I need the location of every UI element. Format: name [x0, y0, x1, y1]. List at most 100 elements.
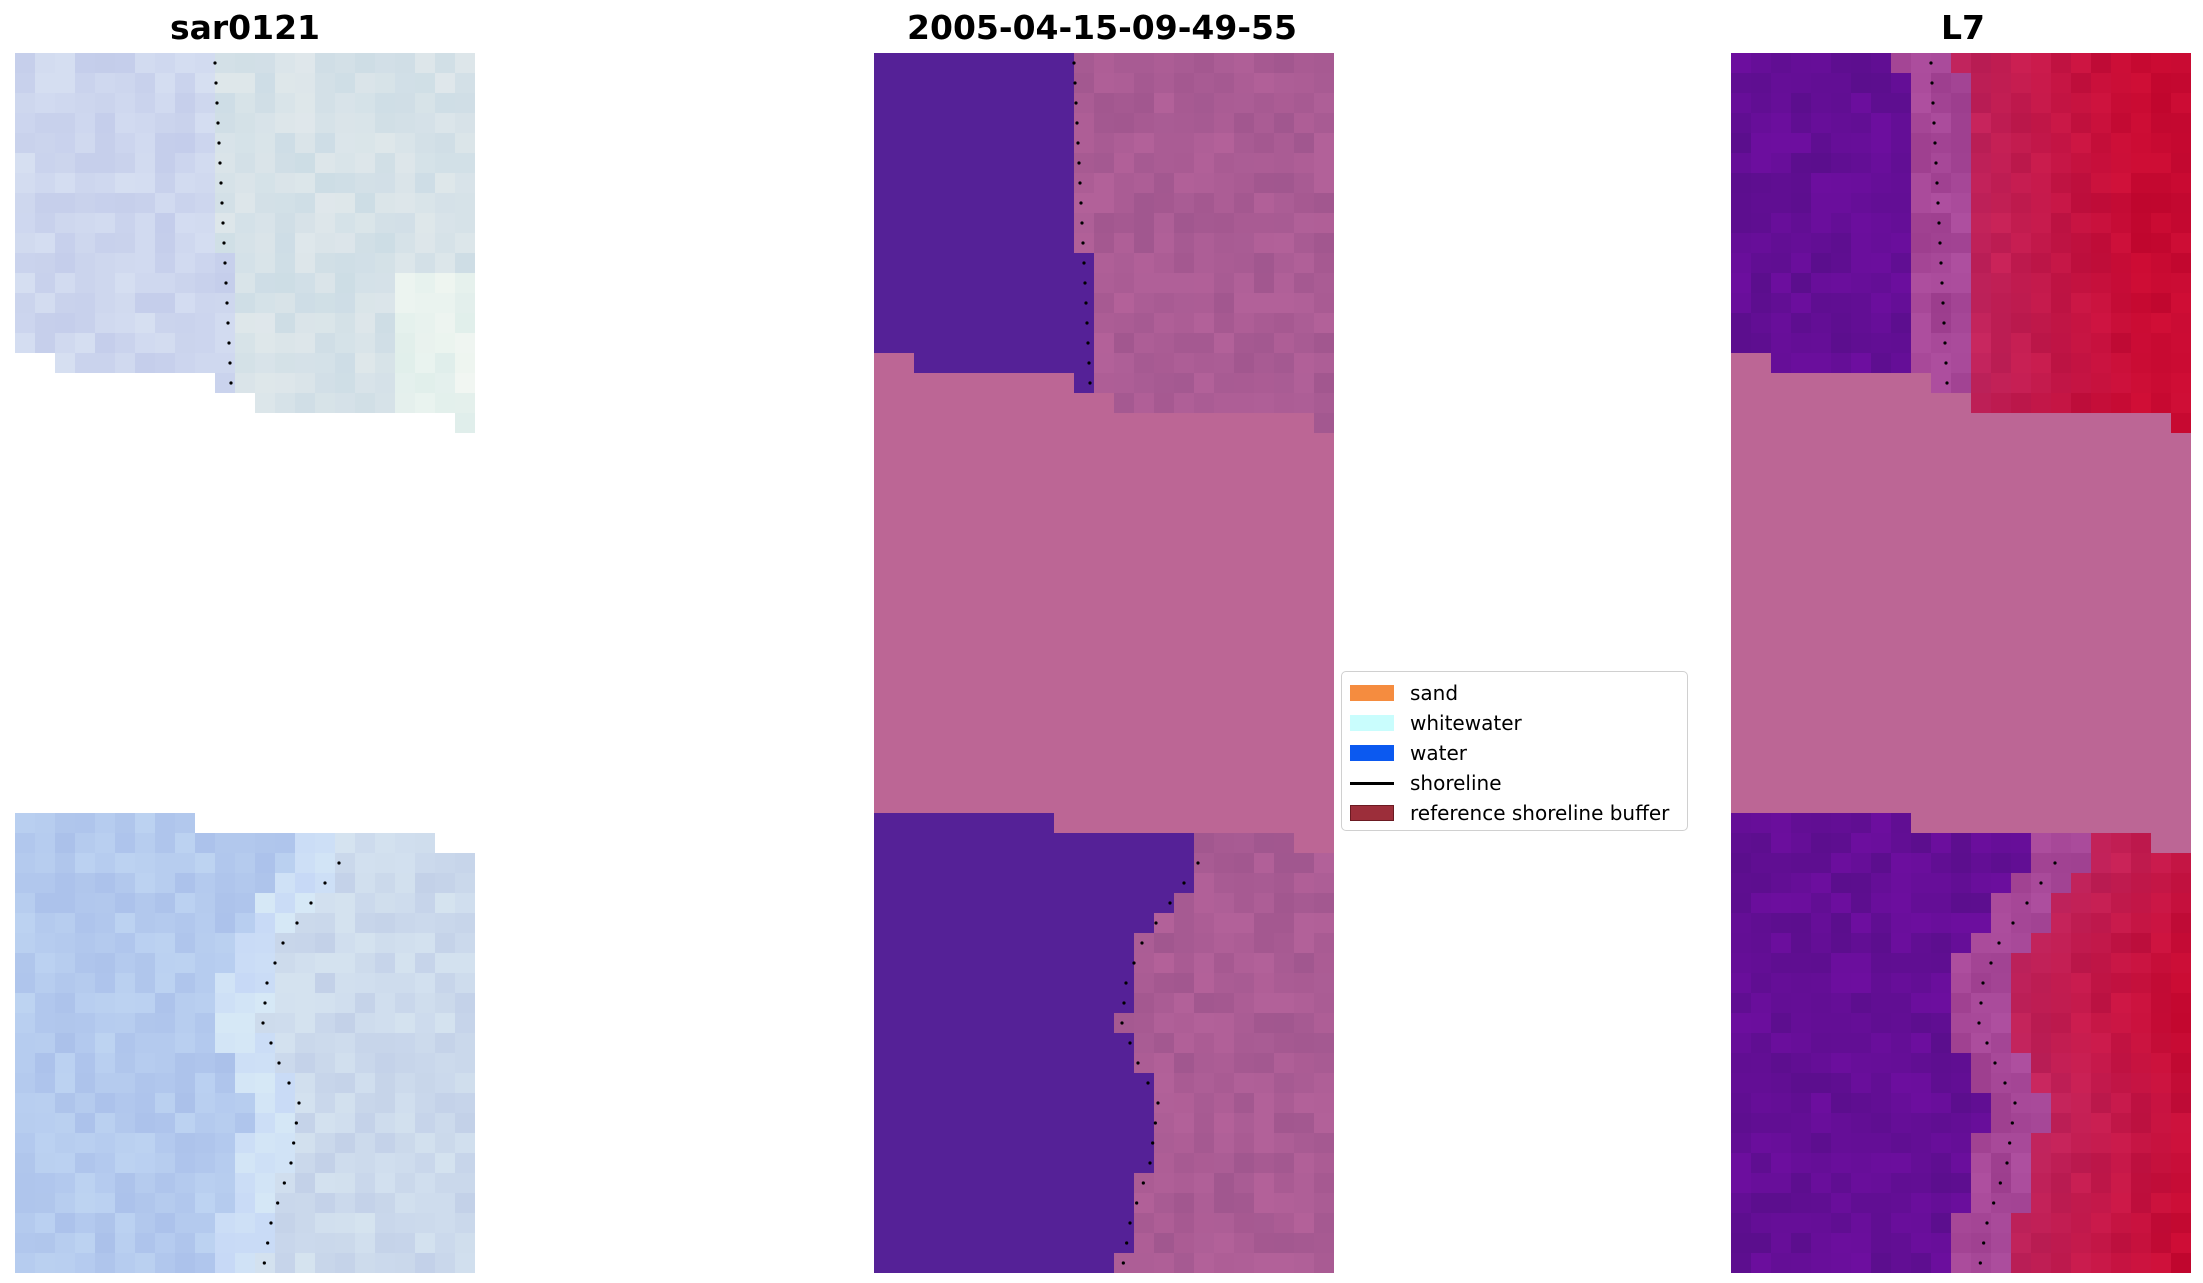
- pixel-cell: [1154, 673, 1174, 693]
- pixel-cell: [215, 1093, 235, 1113]
- pixel-cell: [914, 1173, 934, 1193]
- pixel-cell: [1214, 1173, 1234, 1193]
- pixel-cell: [1194, 453, 1214, 473]
- pixel-cell: [1791, 253, 1811, 273]
- pixel-cell: [1114, 713, 1134, 733]
- pixel-cell: [1911, 133, 1931, 153]
- pixel-cell: [175, 1193, 195, 1213]
- pixel-cell: [1891, 493, 1911, 513]
- shoreline-point: [1140, 941, 1144, 945]
- pixel-cell: [195, 953, 215, 973]
- pixel-cell: [155, 833, 175, 853]
- pixel-cell: [1991, 593, 2011, 613]
- pixel-cell: [1831, 553, 1851, 573]
- pixel-cell: [1751, 273, 1771, 293]
- pixel-cell: [2071, 133, 2091, 153]
- pixel-cell: [135, 1193, 155, 1213]
- pixel-cell: [914, 453, 934, 473]
- pixel-cell: [2091, 933, 2111, 953]
- pixel-cell: [375, 853, 395, 873]
- pixel-cell: [954, 53, 974, 73]
- pixel-cell: [95, 113, 115, 133]
- pixel-cell: [1751, 1013, 1771, 1033]
- pixel-cell: [1054, 913, 1074, 933]
- pixel-cell: [1074, 453, 1094, 473]
- pixel-cell: [2171, 1253, 2191, 1273]
- pixel-cell: [1234, 313, 1254, 333]
- pixel-cell: [1254, 853, 1274, 873]
- pixel-cell: [2011, 633, 2031, 653]
- pixel-cell: [135, 933, 155, 953]
- shoreline-point: [1128, 1221, 1132, 1225]
- pixel-cell: [255, 393, 275, 413]
- pixel-cell: [1274, 93, 1294, 113]
- pixel-cell: [2131, 293, 2151, 313]
- pixel-cell: [994, 833, 1014, 853]
- pixel-cell: [1234, 1153, 1254, 1173]
- pixel-cell: [974, 753, 994, 773]
- pixel-cell: [2171, 973, 2191, 993]
- pixel-cell: [315, 53, 335, 73]
- pixel-cell: [1811, 1113, 1831, 1133]
- pixel-cell: [1274, 1133, 1294, 1153]
- pixel-cell: [994, 793, 1014, 813]
- pixel-cell: [974, 533, 994, 553]
- pixel-cell: [1871, 593, 1891, 613]
- pixel-cell: [994, 1173, 1014, 1193]
- pixel-cell: [1851, 553, 1871, 573]
- pixel-cell: [2091, 853, 2111, 873]
- pixel-cell: [974, 653, 994, 673]
- pixel-cell: [1831, 513, 1851, 533]
- pixel-cell: [874, 953, 894, 973]
- pixel-cell: [275, 1233, 295, 1253]
- shoreline-point: [229, 381, 233, 385]
- pixel-cell: [1094, 333, 1114, 353]
- pixel-cell: [1831, 173, 1851, 193]
- pixel-cell: [914, 573, 934, 593]
- pixel-cell: [2011, 93, 2031, 113]
- pixel-cell: [2131, 193, 2151, 213]
- pixel-cell: [1791, 1253, 1811, 1273]
- pixel-cell: [435, 1073, 455, 1093]
- pixel-cell: [934, 733, 954, 753]
- pixel-cell: [1731, 853, 1751, 873]
- pixel-cell: [2011, 113, 2031, 133]
- pixel-cell: [195, 353, 215, 373]
- pixel-cell: [1751, 533, 1771, 553]
- pixel-cell: [75, 1093, 95, 1113]
- pixel-cell: [1751, 633, 1771, 653]
- pixel-cell: [1174, 473, 1194, 493]
- pixel-cell: [2171, 433, 2191, 453]
- pixel-cell: [934, 673, 954, 693]
- pixel-cell: [1971, 1033, 1991, 1053]
- pixel-cell: [1294, 1033, 1314, 1053]
- pixel-cell: [1891, 353, 1911, 373]
- pixel-cell: [15, 1093, 35, 1113]
- pixel-cell: [1214, 273, 1234, 293]
- pixel-cell: [2131, 953, 2151, 973]
- pixel-cell: [2111, 1253, 2131, 1273]
- pixel-cell: [874, 753, 894, 773]
- pixel-cell: [1751, 613, 1771, 633]
- pixel-cell: [1214, 653, 1234, 673]
- pixel-cell: [1094, 553, 1114, 573]
- pixel-cell: [1014, 1153, 1034, 1173]
- pixel-cell: [974, 873, 994, 893]
- pixel-cell: [335, 1033, 355, 1053]
- pixel-cell: [1971, 913, 1991, 933]
- pixel-cell: [1094, 373, 1114, 393]
- pixel-cell: [375, 73, 395, 93]
- pixel-cell: [1034, 253, 1054, 273]
- pixel-cell: [1811, 113, 1831, 133]
- pixel-cell: [1274, 653, 1294, 673]
- pixel-cell: [135, 953, 155, 973]
- pixel-cell: [1234, 893, 1254, 913]
- pixel-cell: [315, 293, 335, 313]
- pixel-cell: [1731, 833, 1751, 853]
- pixel-cell: [1791, 513, 1811, 533]
- shoreline-point: [1121, 1261, 1125, 1265]
- pixel-cell: [1014, 1193, 1034, 1213]
- pixel-cell: [874, 853, 894, 873]
- pixel-cell: [894, 133, 914, 153]
- shoreline-point: [1979, 1001, 1983, 1005]
